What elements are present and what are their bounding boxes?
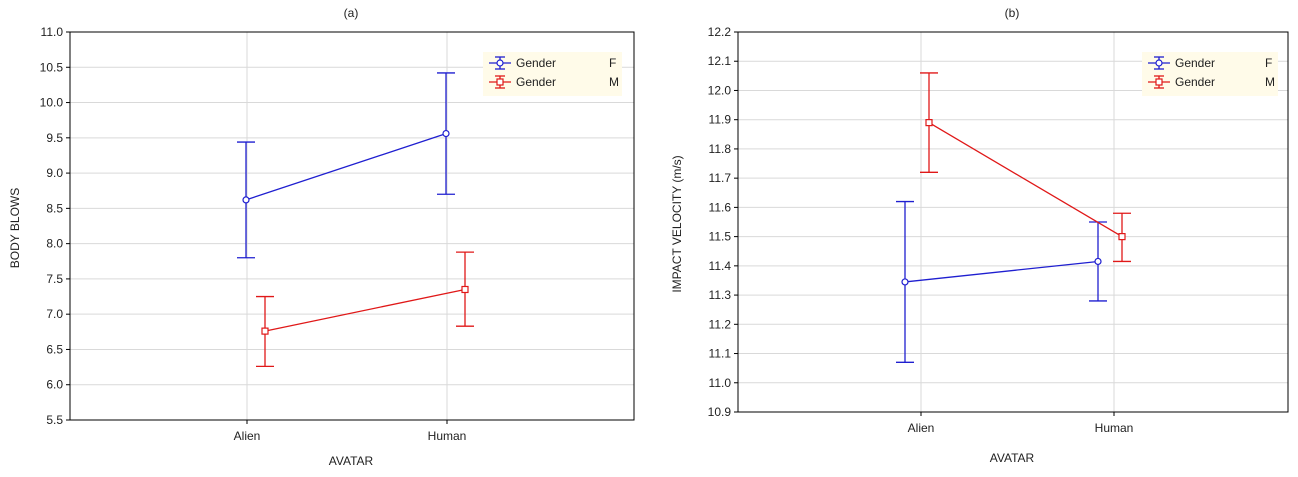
chart-a-title: (a) <box>344 6 359 20</box>
chart-a-legend-marker <box>496 59 504 67</box>
chart-b-point <box>1094 257 1102 266</box>
chart-a-legend: Gender F Gender M <box>483 52 622 96</box>
chart-a-point <box>261 327 269 335</box>
chart-b-legend-label-M: Gender <box>1175 75 1215 89</box>
chart-a-legend-level-M: M <box>609 75 619 89</box>
chart-a-y-tick-label: 8.5 <box>46 201 63 215</box>
chart-b-legend-level-F: F <box>1265 56 1272 70</box>
chart-b-x-tick-label: Alien <box>908 421 935 435</box>
chart-a-y-tick-label: 7.5 <box>46 272 63 286</box>
chart-a-y-tick-label: 6.0 <box>46 378 63 392</box>
chart-a-legend-label-M: Gender <box>516 75 556 89</box>
chart-b-y-tick-label: 10.9 <box>708 405 732 419</box>
chart-b-y-tick-label: 11.6 <box>709 200 732 214</box>
chart-a-x-tick-label: Alien <box>234 429 261 443</box>
chart-a-y-tick-label: 10.5 <box>40 60 64 74</box>
chart-a-legend-marker <box>496 78 504 86</box>
chart-b-y-tick-label: 11.3 <box>709 288 732 302</box>
chart-a-legend-label-F: Gender <box>516 56 556 70</box>
chart-b-y-tick-label: 11.4 <box>709 259 732 273</box>
chart-b-y-tick-label: 11.1 <box>709 347 732 361</box>
chart-b-y-tick-label: 11.2 <box>709 317 732 331</box>
chart-a-legend-box <box>483 52 622 96</box>
chart-a-x-tick-label: Human <box>428 429 467 443</box>
chart-b-series-M-line <box>928 122 1123 238</box>
chart-a-y-tick-label: 7.0 <box>46 307 63 321</box>
chart-b-ylabel: IMPACT VELOCITY (m/s) <box>670 155 684 292</box>
chart-a: (a) AVATAR BODY BLOWS 5.5 6.0 6.5 7.0 7.5 8.0… <box>8 6 635 468</box>
chart-b-x-tick-label: Human <box>1095 421 1134 435</box>
chart-a-y-tick-label: 9.5 <box>46 131 63 145</box>
chart-b-y-tick-label: 11.0 <box>709 376 732 390</box>
chart-a-y-tick-label: 8.0 <box>46 237 63 251</box>
chart-b-legend-marker <box>1155 59 1163 67</box>
chart-b-y-tick-label: 11.8 <box>709 142 732 156</box>
chart-a-series-F-line <box>245 132 447 201</box>
chart-b-y-tick-label: 12.2 <box>708 25 732 39</box>
chart-a-xlabel: AVATAR <box>329 454 374 468</box>
chart-b-xlabel: AVATAR <box>990 451 1035 465</box>
chart-b-legend-marker <box>1155 78 1163 86</box>
chart-a-y-tick-label: 5.5 <box>46 413 63 427</box>
chart-b-point <box>925 119 933 127</box>
chart-a-y-tick-label: 10.0 <box>40 96 64 110</box>
chart-a-y-tick-label: 6.5 <box>46 342 63 356</box>
chart-b-series-F-line <box>904 260 1099 283</box>
chart-b: (b) AVATAR IMPACT VELOCITY (m/s) 10.9 11.… <box>670 6 1289 465</box>
chart-b-legend-label-F: Gender <box>1175 56 1215 70</box>
chart-a-ylabel: BODY BLOWS <box>8 188 22 268</box>
chart-b-point <box>1118 233 1126 241</box>
chart-b-y-tick-label: 12.0 <box>708 83 732 97</box>
chart-a-point <box>442 129 450 138</box>
chart-a-point <box>242 196 250 204</box>
chart-b-legend-level-M: M <box>1265 75 1275 89</box>
chart-a-legend-level-F: F <box>609 56 616 70</box>
chart-a-plot-frame <box>69 31 635 421</box>
chart-a-y-tick-label: 9.0 <box>46 166 63 180</box>
chart-a-y-tick-label: 11.0 <box>41 25 64 39</box>
chart-b-legend-box <box>1142 52 1278 96</box>
chart-b-y-tick-label: 12.1 <box>708 54 732 68</box>
chart-b-y-tick-label: 11.7 <box>709 171 732 185</box>
chart-b-y-tick-label: 11.5 <box>709 230 732 244</box>
chart-b-plot-frame <box>737 31 1289 413</box>
chart-a-point <box>461 285 469 294</box>
chart-b-y-tick-label: 11.9 <box>709 113 732 127</box>
chart-b-title: (b) <box>1005 6 1020 20</box>
chart-a-series-M-line <box>264 288 466 332</box>
chart-b-point <box>901 278 909 286</box>
chart-b-legend: Gender F Gender M <box>1142 52 1278 96</box>
